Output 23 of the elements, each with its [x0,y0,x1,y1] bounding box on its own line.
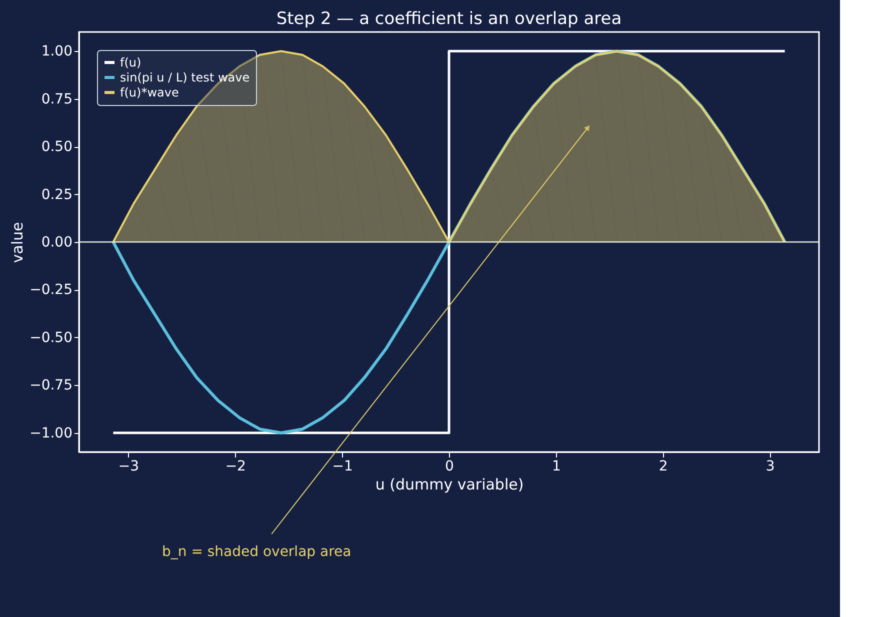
y-tick-label: −0.25 [30,282,72,298]
x-tick-label: −2 [225,458,246,474]
y-tick-label: −1.00 [30,425,72,442]
annotation: b_n = shaded overlap area [162,544,352,560]
legend-label: sin(pi u / L) test wave [120,70,250,84]
x-tick-label: 1 [552,458,561,474]
y-tick-label: 1.00 [41,44,72,60]
legend-label: f(u) [120,56,142,70]
x-tick-label: 2 [658,458,668,474]
y-tick-label: 0.50 [41,139,72,156]
y-tick-label: −0.75 [30,378,72,394]
y-tick-label: 0.00 [41,234,72,250]
x-tick-label: −1 [332,458,353,474]
x-axis-title: u (dummy variable) [375,476,524,494]
chart-title: Step 2 — a coefficient is an overlap area [276,9,622,29]
y-axis-title: value [8,222,27,263]
legend-label: f(u)*wave [120,86,179,100]
y-tick-label: 0.25 [41,186,72,203]
x-tick-label: 0 [445,458,454,474]
y-tick-label: 0.75 [41,91,72,108]
x-tick-label: 3 [766,458,775,474]
x-tick-label: −3 [118,458,140,474]
y-tick-label: −0.50 [30,330,72,346]
